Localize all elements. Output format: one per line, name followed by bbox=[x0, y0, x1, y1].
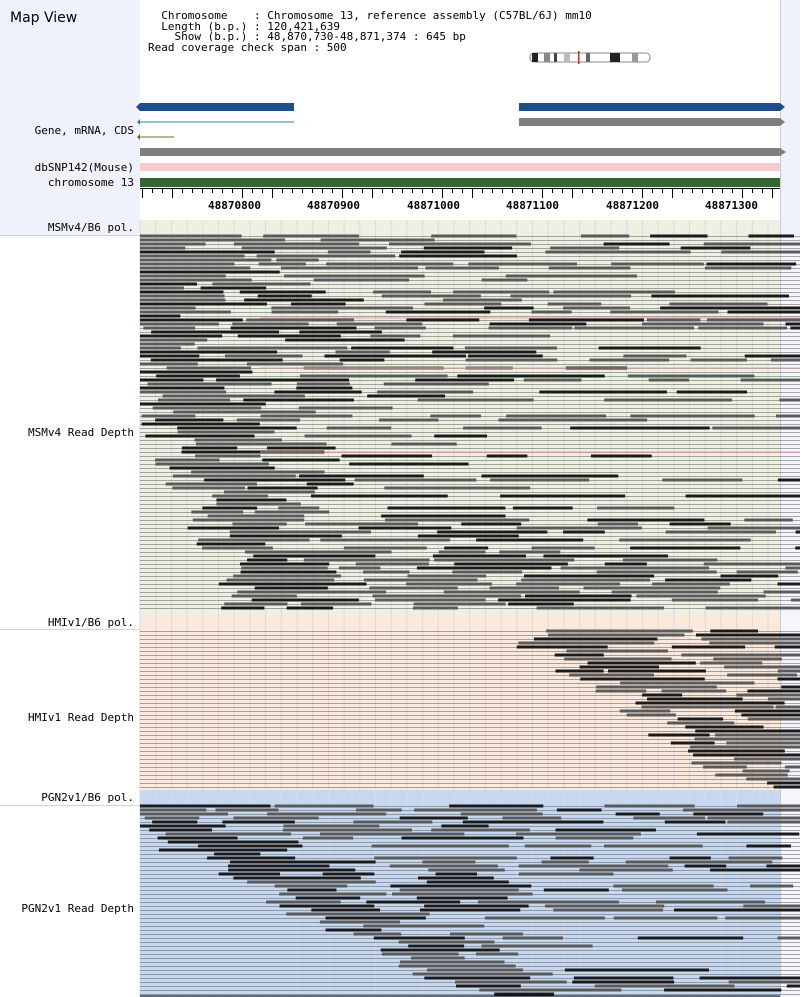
gene-track-label: Gene, mRNA, CDS bbox=[34, 124, 134, 137]
right-border bbox=[780, 0, 781, 997]
coverage-span-info: Read coverage check span : 500 bbox=[148, 40, 347, 54]
gene-gray-bar-arrow bbox=[780, 148, 786, 156]
pgn-pol-label: PGN2v1/B6 pol. bbox=[41, 791, 134, 804]
chromosome-track[interactable] bbox=[140, 178, 780, 187]
pgn-pol-rule bbox=[0, 805, 140, 806]
show-info: Show (b.p.) : 48,870,730-48,871,374 : 64… bbox=[148, 30, 466, 43]
gene-track[interactable] bbox=[134, 100, 790, 142]
tick-label-5: 48871200 bbox=[606, 199, 659, 212]
length-info: Length (b.p.) : 120,421,639 bbox=[148, 19, 341, 33]
msm-pol-label: MSMv4/B6 pol. bbox=[47, 221, 134, 234]
header-panel bbox=[140, 0, 780, 100]
dbsnp-track-label: dbSNP142(Mouse) bbox=[34, 161, 134, 174]
tick-label-6: 48871300 bbox=[705, 199, 758, 212]
dbsnp-track[interactable] bbox=[140, 163, 780, 171]
page-title: Map View bbox=[10, 10, 78, 26]
msm-pol-rule bbox=[0, 235, 140, 236]
msm-depth-label: MSMv4 Read Depth bbox=[28, 426, 134, 439]
tick-label-2: 48870900 bbox=[307, 199, 360, 212]
position-axis bbox=[140, 188, 780, 198]
tick-label-4: 48871100 bbox=[506, 199, 559, 212]
left-panel bbox=[0, 0, 140, 235]
chromosome-ideogram[interactable] bbox=[528, 51, 654, 65]
chromosome-info: Chromosome : Chromosome 13, reference as… bbox=[148, 9, 592, 22]
hmi-pol-rule bbox=[0, 629, 140, 630]
tick-label-3: 48871000 bbox=[407, 199, 460, 212]
header-info: Chromosome : Chromosome 13, reference as… bbox=[148, 9, 592, 54]
chromosome-track-label: chromosome 13 bbox=[47, 176, 134, 189]
gene-gray-bar[interactable] bbox=[140, 148, 780, 156]
hmi-depth-label: HMIv1 Read Depth bbox=[28, 711, 134, 724]
pgn-depth-label: PGN2v1 Read Depth bbox=[21, 902, 134, 915]
right-panel bbox=[781, 0, 800, 235]
tick-label-1: 48870800 bbox=[208, 199, 261, 212]
hmi-pol-label: HMIv1/B6 pol. bbox=[47, 616, 134, 629]
